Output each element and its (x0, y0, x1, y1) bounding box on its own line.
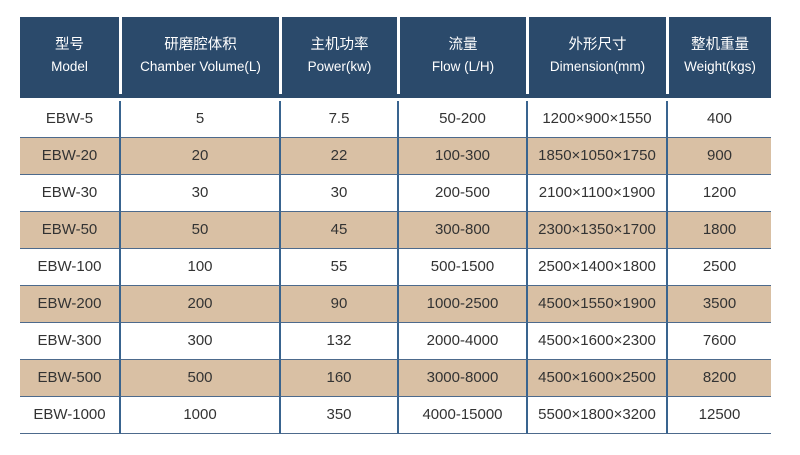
value-cell: 30 (121, 174, 281, 212)
header-label-zh: 主机功率 (310, 36, 369, 53)
header-label-en: Weight(kgs) (684, 58, 756, 74)
value-cell: 2100×1100×1900 (528, 174, 668, 212)
value-cell: 500-1500 (399, 248, 528, 286)
value-cell: 300 (121, 322, 281, 360)
header-cell-3: 流量 Flow (L/H) (400, 17, 526, 94)
header-label-zh: 研磨腔体积 (164, 36, 237, 53)
value-cell: 20 (121, 137, 281, 175)
value-cell: 2000-4000 (399, 322, 528, 360)
value-cell: 1000-2500 (399, 285, 528, 323)
value-cell: 12500 (668, 396, 771, 434)
value-cell: 22 (281, 137, 399, 175)
value-cell: 2500 (668, 248, 771, 286)
value-cell: 5 (121, 100, 281, 138)
header-label-zh: 流量 (448, 36, 478, 53)
value-cell: 400 (668, 100, 771, 138)
header-label-zh: 外形尺寸 (568, 36, 627, 53)
table-row-EBW-300: EBW-300 300 132 2000-4000 4500×1600×2300 7600 (20, 322, 771, 360)
table-row-EBW-100: EBW-100 100 55 500-1500 2500×1400×1800 2500 (20, 248, 771, 286)
value-cell: 1800 (668, 211, 771, 249)
value-cell: 5500×1800×3200 (528, 396, 668, 434)
value-cell: 50-200 (399, 100, 528, 138)
value-cell: 8200 (668, 359, 771, 397)
header-cell-0: 型号 Model (20, 17, 119, 94)
value-cell: 200 (121, 285, 281, 323)
value-cell: 200-500 (399, 174, 528, 212)
value-cell: 900 (668, 137, 771, 175)
header-label-en: Chamber Volume(L) (140, 58, 261, 74)
header-cell-1: 研磨腔体积 Chamber Volume(L) (122, 17, 279, 94)
value-cell: 4500×1600×2300 (528, 322, 668, 360)
value-cell: 90 (281, 285, 399, 323)
value-cell: 132 (281, 322, 399, 360)
header-bottom-strip (20, 94, 771, 98)
table-row-EBW-20: EBW-20 20 22 100-300 1850×1050×1750 900 (20, 137, 771, 175)
value-cell: 1850×1050×1750 (528, 137, 668, 175)
value-cell: 100-300 (399, 137, 528, 175)
model-cell: EBW-200 (20, 285, 121, 323)
value-cell: 1200 (668, 174, 771, 212)
value-cell: 100 (121, 248, 281, 286)
model-cell: EBW-30 (20, 174, 121, 212)
value-cell: 160 (281, 359, 399, 397)
model-cell: EBW-500 (20, 359, 121, 397)
table-row-EBW-200: EBW-200 200 90 1000-2500 4500×1550×1900 3500 (20, 285, 771, 323)
model-cell: EBW-5 (20, 100, 121, 138)
header-label-zh: 型号 (55, 36, 84, 53)
table-header-row: 型号 Model 研磨腔体积 Chamber Volume(L) 主机功率 Power(k… (20, 17, 771, 94)
model-cell: EBW-20 (20, 137, 121, 175)
value-cell: 3500 (668, 285, 771, 323)
value-cell: 500 (121, 359, 281, 397)
header-label-en: Dimension(mm) (549, 58, 646, 74)
value-cell: 4500×1600×2500 (528, 359, 668, 397)
value-cell: 55 (281, 248, 399, 286)
model-cell: EBW-100 (20, 248, 121, 286)
header-cell-2: 主机功率 Power(kw) (282, 17, 397, 94)
spec-table: EBW-5 5 7.5 50-200 1200×900×1550 400 EBW-20 20 2… (20, 100, 771, 434)
value-cell: 7.5 (281, 100, 399, 138)
header-cell-4: 外形尺寸 Dimension(mm) (529, 17, 666, 94)
value-cell: 50 (121, 211, 281, 249)
value-cell: 3000-8000 (399, 359, 528, 397)
table-row-EBW-30: EBW-30 30 30 200-500 2100×1100×1900 1200 (20, 174, 771, 212)
model-cell: EBW-300 (20, 322, 121, 360)
model-cell: EBW-1000 (20, 396, 121, 434)
value-cell: 45 (281, 211, 399, 249)
header-label-en: Model (51, 58, 88, 74)
value-cell: 2500×1400×1800 (528, 248, 668, 286)
value-cell: 4500×1550×1900 (528, 285, 668, 323)
value-cell: 4000-15000 (399, 396, 528, 434)
header-cell-5: 整机重量 Weight(kgs) (669, 17, 771, 94)
value-cell: 1200×900×1550 (528, 100, 668, 138)
value-cell: 1000 (121, 396, 281, 434)
value-cell: 7600 (668, 322, 771, 360)
table-row-EBW-5: EBW-5 5 7.5 50-200 1200×900×1550 400 (20, 100, 771, 138)
value-cell: 30 (281, 174, 399, 212)
value-cell: 2300×1350×1700 (528, 211, 668, 249)
table-row-EBW-1000: EBW-1000 1000 350 4000-15000 5500×1800×3200 1… (20, 396, 771, 434)
value-cell: 350 (281, 396, 399, 434)
table-row-EBW-50: EBW-50 50 45 300-800 2300×1350×1700 1800 (20, 211, 771, 249)
value-cell: 300-800 (399, 211, 528, 249)
table-row-EBW-500: EBW-500 500 160 3000-8000 4500×1600×2500 8200 (20, 359, 771, 397)
header-label-en: Power(kw) (307, 58, 372, 74)
header-label-zh: 整机重量 (691, 36, 749, 53)
header-label-en: Flow (L/H) (431, 58, 495, 74)
model-cell: EBW-50 (20, 211, 121, 249)
